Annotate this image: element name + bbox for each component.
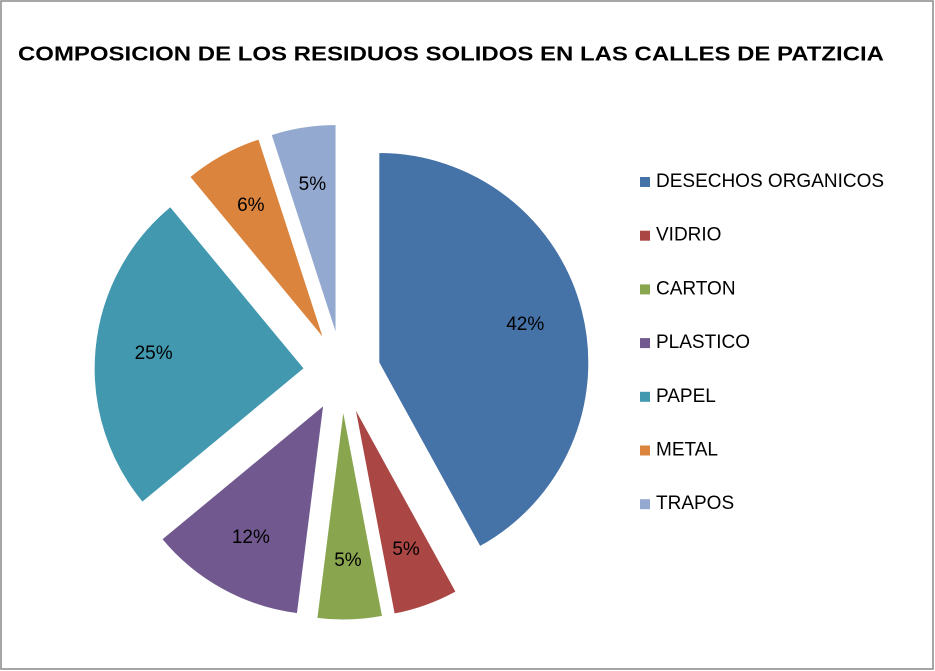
legend-swatch [640,284,650,295]
value-label: 6% [237,195,265,216]
legend-label: TRAPOS [656,493,734,514]
legend-swatch [640,499,650,510]
pie-slice [270,123,337,335]
legend-label: CARTON [656,278,736,299]
pie-slice [354,407,457,615]
legend-swatch [640,230,650,241]
legend-label: DESECHOS ORGANICOS [656,171,884,192]
legend-swatch [640,445,650,456]
value-label: 12% [232,527,270,548]
pie-slice [93,205,305,503]
pie-slice [161,404,325,615]
chart-title: COMPOSICION DE LOS RESIDUOS SOLIDOS EN L… [18,43,884,65]
legend-swatch [640,177,650,187]
legend-label: VIDRIO [656,225,721,246]
pie-slice [189,138,325,340]
legend-swatch [640,338,650,349]
pie-slice [316,409,384,621]
value-label: 5% [334,550,362,571]
value-label: 5% [299,174,327,195]
legend-label: PAPEL [656,386,716,407]
legend-label: METAL [656,440,718,461]
pie-slice [378,152,590,548]
value-label: 25% [135,343,173,364]
value-label: 5% [392,539,420,560]
legend-label: PLASTICO [656,332,750,353]
value-label: 42% [506,314,544,335]
legend-swatch [640,391,650,402]
